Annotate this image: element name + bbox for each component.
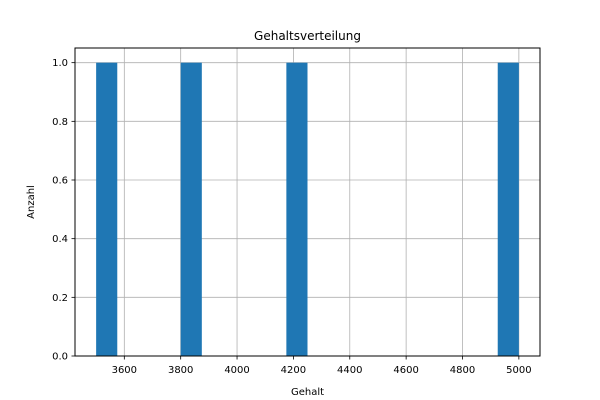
histogram-bar xyxy=(286,62,308,357)
histogram-bars xyxy=(96,62,519,357)
x-axis-ticks: 3600 3800 4000 4200 4400 4600 4800 5000 xyxy=(112,356,532,376)
y-axis-ticks: 0.0 0.2 0.4 0.6 0.8 1.0 xyxy=(52,58,75,363)
y-tick-label: 1.0 xyxy=(52,58,68,69)
y-tick-label: 0.8 xyxy=(52,117,68,128)
y-tick-label: 0.6 xyxy=(52,176,68,187)
y-axis-title: Anzahl xyxy=(26,185,37,219)
chart-title: Gehaltsverteilung xyxy=(254,29,361,43)
x-tick-label: 3600 xyxy=(112,365,137,376)
x-tick-label: 4800 xyxy=(450,365,475,376)
plot-frame xyxy=(74,47,541,357)
histogram-bar xyxy=(96,62,118,357)
y-tick-label: 0.2 xyxy=(52,293,68,304)
x-tick-label: 3800 xyxy=(168,365,193,376)
histogram-bar xyxy=(180,62,202,357)
histogram-bar xyxy=(497,62,519,357)
y-tick-label: 0.0 xyxy=(52,352,68,363)
x-axis-title: Gehalt xyxy=(291,387,324,398)
x-tick-label: 5000 xyxy=(506,365,531,376)
x-tick-label: 4600 xyxy=(393,365,418,376)
y-tick-label: 0.4 xyxy=(52,234,68,245)
x-tick-label: 4400 xyxy=(337,365,362,376)
x-tick-label: 4000 xyxy=(224,365,249,376)
x-tick-label: 4200 xyxy=(281,365,306,376)
